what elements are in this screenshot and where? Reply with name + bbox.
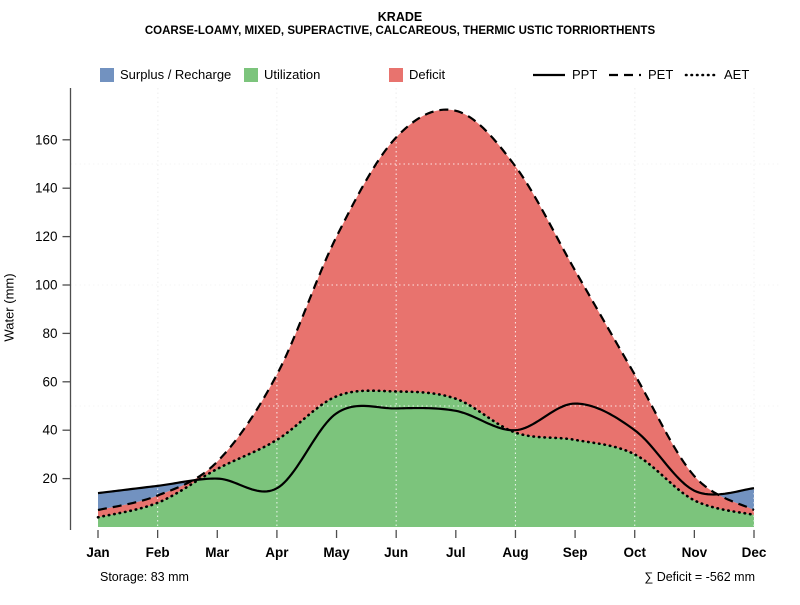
x-tick-label: May: [323, 545, 350, 560]
legend-label-deficit: Deficit: [409, 67, 446, 82]
x-tick-label: Dec: [742, 545, 767, 560]
x-tick-label: Jul: [446, 545, 466, 560]
ppt-line: [97, 402, 755, 496]
legend-label-aet: AET: [724, 67, 750, 82]
deficit-sum-annotation: ∑ Deficit = -562 mm: [644, 570, 755, 584]
utilization-swatch-icon: [244, 67, 258, 82]
x-tick-label: Jun: [384, 545, 408, 560]
deficit-swatch-icon: [389, 67, 403, 82]
y-tick-label: 80: [42, 326, 57, 341]
legend-item-deficit: Deficit: [389, 67, 445, 82]
y-tick-label: 100: [35, 278, 58, 293]
legend-item-aet: AET: [684, 67, 749, 82]
solid-line-icon: [533, 73, 565, 76]
x-tick-label: Nov: [682, 545, 708, 560]
deficit-area: [98, 109, 754, 518]
legend-label-pet: PET: [648, 67, 674, 82]
legend-item-utilization: Utilization: [244, 67, 320, 82]
y-tick-label: 40: [42, 423, 57, 438]
aet-line: [96, 389, 756, 519]
y-tick-label: 120: [35, 229, 58, 244]
chart-subtitle: COARSE-LOAMY, MIXED, SUPERACTIVE, CALCAR…: [144, 25, 656, 37]
storage-annotation: Storage: 83 mm: [100, 570, 189, 584]
y-tick-label: 20: [42, 471, 57, 486]
x-tick-label: Apr: [265, 545, 289, 560]
x-tick-label: Oct: [623, 545, 646, 560]
x-tick-label: Feb: [146, 545, 170, 560]
legend-item-surplus: Surplus / Recharge: [100, 67, 231, 82]
legend-item-ppt: PPT: [532, 67, 597, 82]
legend-item-pet: PET: [608, 67, 673, 82]
pet-line: [97, 108, 755, 512]
x-tick-label: Aug: [502, 545, 528, 560]
chart-legend: Surplus / Recharge Utilization Deficit P…: [0, 67, 800, 85]
dashed-line-icon: [609, 73, 641, 76]
surplus-swatch-icon: [100, 67, 114, 82]
legend-label-utilization: Utilization: [264, 67, 321, 82]
chart-title: KRADE: [377, 10, 423, 24]
utilization-area: [98, 390, 754, 527]
y-tick-label: 160: [35, 132, 58, 147]
x-tick-label: Mar: [205, 545, 230, 560]
legend-label-surplus: Surplus / Recharge: [120, 67, 232, 82]
x-tick-label: Sep: [563, 545, 588, 560]
dotted-line-icon: [684, 73, 718, 76]
y-tick-label: 140: [35, 181, 58, 196]
legend-label-ppt: PPT: [572, 67, 598, 82]
x-tick-label: Jan: [86, 545, 109, 560]
axes: [62, 88, 755, 538]
y-tick-label: 60: [42, 374, 57, 389]
